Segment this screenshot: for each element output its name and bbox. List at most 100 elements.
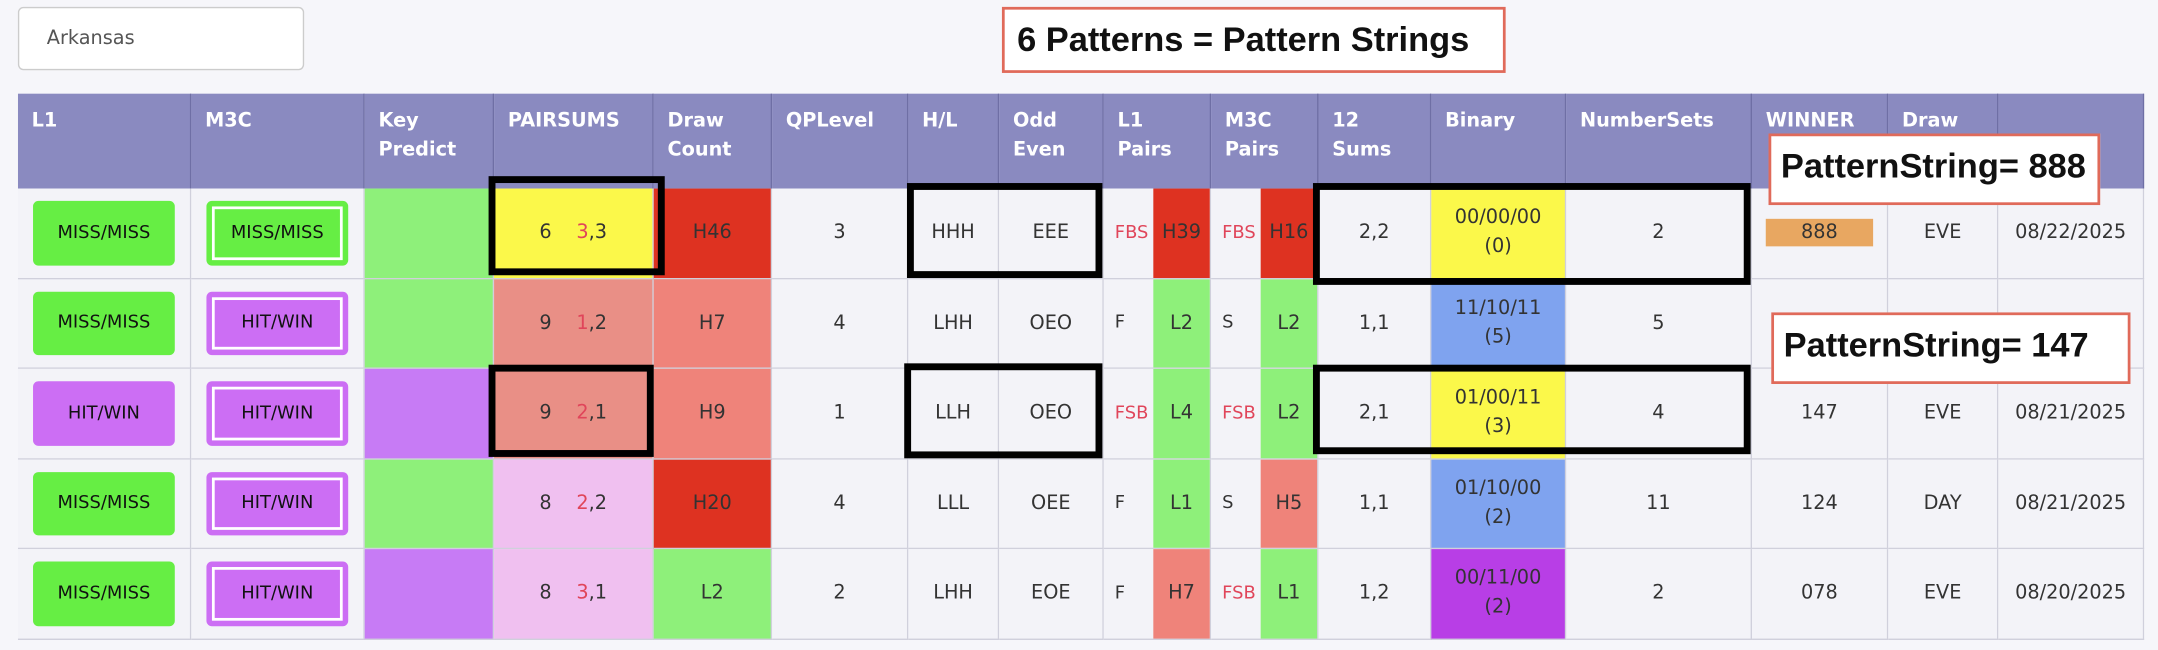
cell: HIT/WIN (17, 368, 192, 459)
column-header[interactable]: 12 Sums (1318, 93, 1432, 189)
banner: 6 Patterns = Pattern Strings (1001, 6, 1506, 73)
column-header[interactable]: Draw Count (653, 93, 773, 189)
cell: FSB L2 (1211, 368, 1319, 459)
column-header[interactable]: PAIRSUMS (494, 93, 654, 189)
column-header[interactable]: NumberSets (1566, 93, 1753, 189)
cell: F L1 (1103, 458, 1212, 550)
number-sets: 2 (1652, 221, 1665, 244)
high-low: HHH (931, 221, 975, 244)
binary: 00/11/00 (2) (1454, 567, 1542, 619)
highlight-box (488, 176, 665, 276)
cell: HIT/WIN (191, 458, 365, 550)
cell: 01/10/00 (2) (1431, 458, 1567, 550)
draw-count: H20 (692, 492, 732, 515)
l1-pair-tag: FBS (1114, 222, 1149, 244)
l1-button[interactable]: MISS/MISS (33, 561, 175, 626)
column-header[interactable]: Odd Even (999, 93, 1104, 189)
l1-button[interactable]: HIT/WIN (33, 381, 175, 446)
cell: FBS H39 (1103, 188, 1212, 279)
header-label: M3C Pairs (1224, 110, 1280, 162)
cell: EVE (1888, 549, 1999, 640)
cell: H7 (653, 278, 773, 369)
column-header[interactable]: H/L (908, 93, 1000, 189)
m3c-pair-tag: S (1222, 493, 1234, 514)
column-header[interactable]: L1 Pairs (1103, 93, 1212, 189)
twelve-sums: 2,1 (1358, 402, 1390, 425)
cell: DAY (1888, 458, 1999, 550)
column-header[interactable]: L1 (17, 93, 192, 189)
cell: OEE (999, 458, 1104, 550)
cell (364, 458, 495, 550)
column-header[interactable]: Key Predict (364, 93, 495, 189)
odd-even: EEE (1032, 221, 1070, 244)
cell: 1 (772, 368, 909, 459)
pair-first: 1 (576, 312, 589, 335)
search-box[interactable]: Arkansas (17, 6, 305, 71)
m3c-pair: L2 (1260, 278, 1318, 368)
m3c-pair: L2 (1260, 368, 1318, 458)
l1-button[interactable]: MISS/MISS (33, 471, 175, 536)
pair-first: 2 (576, 492, 589, 515)
cell: 2 (772, 549, 909, 640)
column-header[interactable]: M3C (191, 93, 365, 189)
draw-time: EVE (1923, 221, 1962, 244)
cell: 11/10/11 (5) (1431, 278, 1567, 369)
cell: MISS/MISS (17, 458, 192, 550)
cell: 01/00/11 (3) (1431, 368, 1567, 459)
m3c-button[interactable]: HIT/WIN (206, 471, 349, 536)
cell: F H7 (1103, 549, 1212, 640)
m3c-button[interactable]: HIT/WIN (206, 561, 349, 626)
column-header[interactable]: Binary (1431, 93, 1567, 189)
cell: 00/11/00 (2) (1431, 549, 1567, 640)
cell (364, 188, 495, 279)
cell: MISS/MISS (191, 188, 365, 279)
header-label: NumberSets (1579, 110, 1714, 133)
cell: F L2 (1103, 278, 1212, 369)
column-header[interactable]: M3C Pairs (1211, 93, 1319, 189)
winner: 078 (1801, 582, 1838, 605)
header-label: H/L (922, 110, 958, 133)
m3c-pair-tag: S (1222, 312, 1234, 334)
m3c-pair: L1 (1260, 549, 1318, 638)
high-low: LLH (935, 402, 972, 425)
cell: OEO (999, 368, 1104, 459)
column-header[interactable]: QPLevel (772, 93, 909, 189)
winner: 124 (1801, 492, 1838, 515)
cell: 4 (1566, 368, 1753, 459)
cell: MISS/MISS (17, 278, 192, 369)
m3c-button[interactable]: MISS/MISS (206, 200, 349, 265)
l1-pair: L1 (1153, 458, 1210, 548)
twelve-sums: 1,2 (1358, 582, 1390, 605)
cell: 08/21/2025 (1998, 458, 2145, 550)
cell: 1,1 (1318, 458, 1432, 550)
header-label: 12 Sums (1332, 110, 1392, 162)
cell: EEE (999, 188, 1104, 279)
cell: 124 (1752, 458, 1889, 550)
l1-button[interactable]: MISS/MISS (33, 291, 175, 356)
cell: FBS H16 (1211, 188, 1319, 279)
cell: 8 3,1 (494, 549, 654, 640)
l1-pair: H7 (1153, 549, 1210, 638)
cell: 2,1 (1318, 368, 1432, 459)
l1-button[interactable]: MISS/MISS (33, 200, 175, 265)
number-sets: 11 (1646, 492, 1671, 515)
cell: LHH (908, 549, 1000, 640)
binary: 11/10/11 (5) (1454, 296, 1542, 348)
m3c-button[interactable]: HIT/WIN (206, 291, 349, 356)
date: 08/21/2025 (2015, 402, 2127, 425)
header-label: Binary (1445, 110, 1516, 133)
cell: 5 (1566, 278, 1753, 369)
date: 08/21/2025 (2015, 492, 2127, 515)
l1-pair-tag: F (1114, 493, 1126, 514)
odd-even: EOE (1031, 582, 1071, 605)
binary: 00/00/00 (0) (1454, 206, 1542, 258)
pairsum: 8 (539, 492, 552, 515)
number-sets: 4 (1652, 402, 1665, 425)
m3c-button[interactable]: HIT/WIN (206, 381, 349, 446)
cell: 1,2 (1318, 549, 1432, 640)
draw-time: EVE (1923, 582, 1962, 605)
pair-rest: ,2 (588, 492, 608, 515)
cell (364, 549, 495, 640)
pair-rest: ,3 (588, 221, 608, 244)
